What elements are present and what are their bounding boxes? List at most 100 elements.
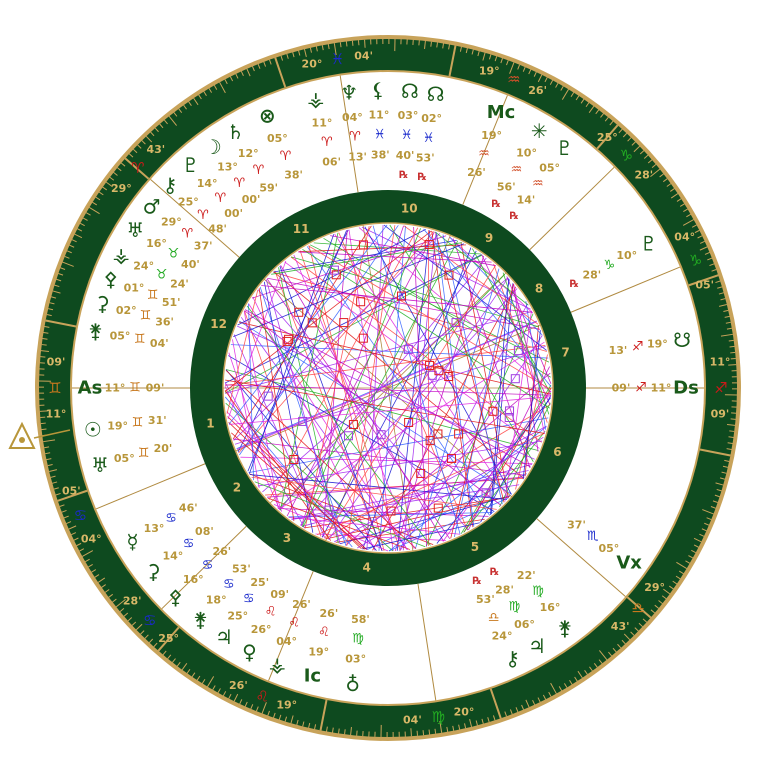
- planet-degree: 02°: [116, 304, 137, 317]
- degree-tick: [726, 327, 732, 330]
- planet-minute: 13': [348, 150, 367, 163]
- planet-sign: ♋: [183, 536, 195, 551]
- degree-tick: [131, 621, 137, 626]
- degree-tick: [604, 117, 609, 122]
- aspect-line: [232, 339, 260, 489]
- degree-tick: [723, 309, 729, 312]
- planet-degree: 03°: [398, 109, 419, 122]
- house-cusp-line: [417, 583, 437, 701]
- planet-degree: 14°: [162, 550, 183, 563]
- degree-tick: [224, 79, 228, 85]
- planet-degree: 05°: [114, 452, 135, 465]
- degree-tick: [595, 109, 600, 115]
- degree-tick: [650, 609, 656, 614]
- aspect-line: [300, 225, 404, 527]
- degree-tick: [549, 80, 554, 85]
- degree-tick: [53, 487, 59, 490]
- degree-tick: [137, 144, 142, 149]
- degree-tick: [88, 563, 93, 568]
- degree-tick: [94, 574, 100, 578]
- degree-tick: [127, 617, 133, 622]
- degree-tick: [274, 57, 287, 88]
- degree-tick: [642, 618, 648, 623]
- cusp-sign: ♒: [507, 71, 520, 89]
- aspect-line: [298, 251, 492, 263]
- cusp-sign: ♑: [689, 252, 702, 270]
- cusp-minute: 04': [354, 49, 373, 62]
- planet-glyph: ⚷: [505, 647, 520, 671]
- planet-degree: 18°: [206, 594, 227, 607]
- aspect-line: [238, 231, 434, 454]
- planet-sign: ♐: [632, 340, 644, 355]
- aspect-line: [271, 242, 462, 275]
- planet-sign: ♋: [165, 511, 177, 526]
- aspect-line: [224, 345, 546, 386]
- degree-tick: [718, 292, 724, 295]
- degree-tick: [327, 44, 330, 50]
- aspect-line: [504, 310, 532, 502]
- degree-tick: [188, 101, 192, 106]
- aspect-line: [362, 522, 480, 550]
- planet-sign: ♊: [147, 288, 159, 303]
- degree-tick: [658, 600, 663, 604]
- planet-glyph: ☉: [84, 417, 102, 441]
- house-cusp-line: [268, 571, 314, 681]
- degree-tick: [233, 693, 239, 702]
- house-cusp-line: [95, 463, 206, 510]
- degree-tick: [201, 678, 206, 684]
- degree-tick: [203, 91, 207, 97]
- degree-tick: [584, 670, 588, 675]
- planet-sign: ♓: [374, 128, 386, 143]
- cusp-degree: 19°: [276, 699, 297, 712]
- degree-tick: [517, 64, 521, 70]
- planet-sign: ♌: [288, 615, 300, 630]
- planet-minute: 09': [612, 382, 631, 395]
- planet-sign: ♈: [181, 226, 193, 241]
- planet-sign: ♍: [352, 632, 364, 647]
- degree-tick: [633, 145, 641, 153]
- degree-tick: [617, 643, 622, 649]
- degree-tick: [59, 504, 65, 507]
- house-cusp-line: [150, 179, 240, 258]
- aspect-line: [361, 226, 531, 310]
- degree-tick: [296, 719, 299, 726]
- degree-tick: [599, 650, 608, 661]
- aspect-marker: [433, 429, 443, 439]
- degree-tick: [464, 723, 467, 729]
- planet-sign: ♊: [140, 309, 152, 324]
- degree-tick: [144, 634, 149, 639]
- aspect-line: [249, 474, 507, 500]
- degree-tick: [585, 102, 590, 108]
- aspect-marker: [386, 506, 396, 516]
- planet-glyph: ☊: [401, 79, 419, 103]
- degree-tick: [141, 140, 146, 145]
- planet-minute: 56': [497, 181, 516, 194]
- degree-tick: [286, 53, 289, 59]
- degree-tick: [647, 159, 653, 164]
- house-number: 9: [485, 231, 493, 245]
- degree-tick: [273, 712, 276, 718]
- degree-tick: [638, 622, 643, 628]
- planet-degree: 16°: [183, 573, 204, 586]
- cusp-degree: 20°: [454, 706, 475, 719]
- degree-tick: [691, 549, 696, 554]
- planet-degree: 04°: [276, 635, 297, 648]
- degree-tick: [675, 575, 681, 580]
- planet-sign: ♊: [134, 332, 146, 347]
- degree-tick: [469, 718, 473, 727]
- degree-tick: [222, 691, 227, 696]
- degree-tick: [308, 722, 311, 728]
- degree-tick: [69, 244, 75, 248]
- aspect-line: [324, 265, 496, 539]
- degree-tick: [704, 252, 710, 255]
- degree-tick: [699, 533, 705, 537]
- degree-tick: [267, 710, 270, 716]
- planet-minute: 26': [320, 607, 339, 620]
- planet-minute: 04': [150, 337, 169, 350]
- eye-pointer: [33, 429, 71, 439]
- planet-glyph: As: [78, 378, 103, 399]
- aspect-line: [389, 224, 534, 462]
- aspect-marker: [481, 488, 491, 498]
- aspect-line: [224, 390, 332, 541]
- degree-tick: [729, 345, 735, 348]
